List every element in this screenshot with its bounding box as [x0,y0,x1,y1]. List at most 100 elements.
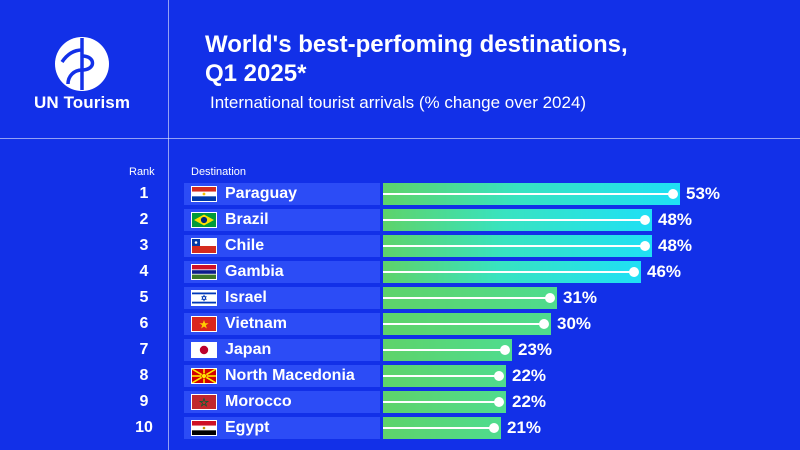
value-label: 23% [518,340,553,359]
destination-name: Vietnam [225,315,287,332]
bar-end-dot [500,345,510,355]
bar-end-dot [640,241,650,251]
bar-line [383,349,506,351]
bar [383,261,641,283]
bar-end-dot [629,267,639,277]
bar-end-dot [545,293,555,303]
destination-box [184,209,380,231]
rank-label: 9 [139,393,149,410]
destination-name: Brazil [225,211,269,228]
bar-row: 8 North Macedonia 22% [0,365,800,387]
chart-title: World's best-perfoming destinations, Q1 … [205,30,628,88]
value-label: 31% [563,288,598,307]
bar [383,287,557,309]
bar-row: 7 Japan 23% [0,339,800,361]
rank-label: 7 [139,341,149,358]
destination-name: Israel [225,289,267,306]
rank-label: 4 [139,263,149,280]
destination-box [184,417,380,439]
rank-label: 5 [139,289,149,306]
destination-box [184,183,380,205]
israel-flag-icon [191,290,217,306]
bar-line [383,375,500,377]
bar [383,313,551,335]
destination-box [184,365,380,387]
un-tourism-logo-icon [55,37,109,91]
north-macedonia-flag-icon [191,368,217,384]
destination-name: North Macedonia [225,367,355,384]
bar-line [383,323,545,325]
rank-label: 8 [139,367,149,384]
bar-row: 4 Gambia 46% [0,261,800,283]
bar [383,417,501,439]
bar-end-dot [494,397,504,407]
bar-end-dot [494,371,504,381]
destination-name: Paraguay [225,185,298,202]
egypt-flag-icon [191,420,217,436]
destination-box [184,391,380,413]
bar-line [383,427,495,429]
chart-subtitle: International tourist arrivals (% change… [210,93,587,112]
bar-row: 2 Brazil 48% [0,209,800,231]
bar-row: 10 Egypt 21% [0,417,800,439]
gambia-flag-icon [191,264,217,280]
vertical-divider [168,0,169,450]
rank-label: 3 [139,237,149,254]
bar-end-dot [668,189,678,199]
destination-name: Japan [225,341,272,358]
rank-label: 6 [139,315,149,332]
destination-box [184,339,380,361]
rank-label: 2 [139,211,149,228]
bar-line [383,193,674,195]
bar-line [383,245,646,247]
bar-line [383,271,635,273]
destination-box [184,235,380,257]
value-label: 30% [557,314,592,333]
bar [383,183,680,205]
bar [383,235,652,257]
bar-line [383,401,500,403]
destination-box [184,313,380,335]
bar [383,209,652,231]
vietnam-flag-icon [191,316,217,332]
bar [383,339,512,361]
rank-label: 10 [135,419,153,436]
bar-line [383,219,646,221]
bar-row: 1 Paraguay 53% [0,183,800,205]
bar-row: 3 Chile 48% [0,235,800,257]
bar [383,365,506,387]
bar-line [383,297,551,299]
value-label: 21% [507,418,542,437]
paraguay-flag-icon [191,186,217,202]
bar-row: 6 Vietnam 30% [0,313,800,335]
morocco-flag-icon [191,394,217,410]
destination-name: Egypt [225,419,270,436]
bar-end-dot [489,423,499,433]
rank-column-header: Rank [129,166,155,178]
value-label: 22% [512,392,547,411]
bar-row: 5 Israel 31% [0,287,800,309]
chart-title-line-1: World's best-perfoming destinations, [205,31,628,58]
value-label: 48% [658,236,693,255]
destination-box [184,261,380,283]
rank-label: 1 [139,185,149,202]
value-label: 46% [647,262,682,281]
bar [383,391,506,413]
chile-flag-icon [191,238,217,254]
bar-row: 9 Morocco 22% [0,391,800,413]
brand-name: UN Tourism [34,93,131,112]
japan-flag-icon [191,342,217,358]
bar-end-dot [539,319,549,329]
brazil-flag-icon [191,212,217,228]
value-label: 48% [658,210,693,229]
value-label: 53% [686,184,721,203]
value-label: 22% [512,366,547,385]
destination-name: Chile [225,237,265,254]
chart-title-line-2: Q1 2025* [205,60,307,87]
destination-column-header: Destination [191,166,247,178]
destination-name: Morocco [225,393,292,410]
bar-end-dot [640,215,650,225]
destination-name: Gambia [225,263,284,280]
destination-box [184,287,380,309]
horizontal-divider [0,138,800,139]
